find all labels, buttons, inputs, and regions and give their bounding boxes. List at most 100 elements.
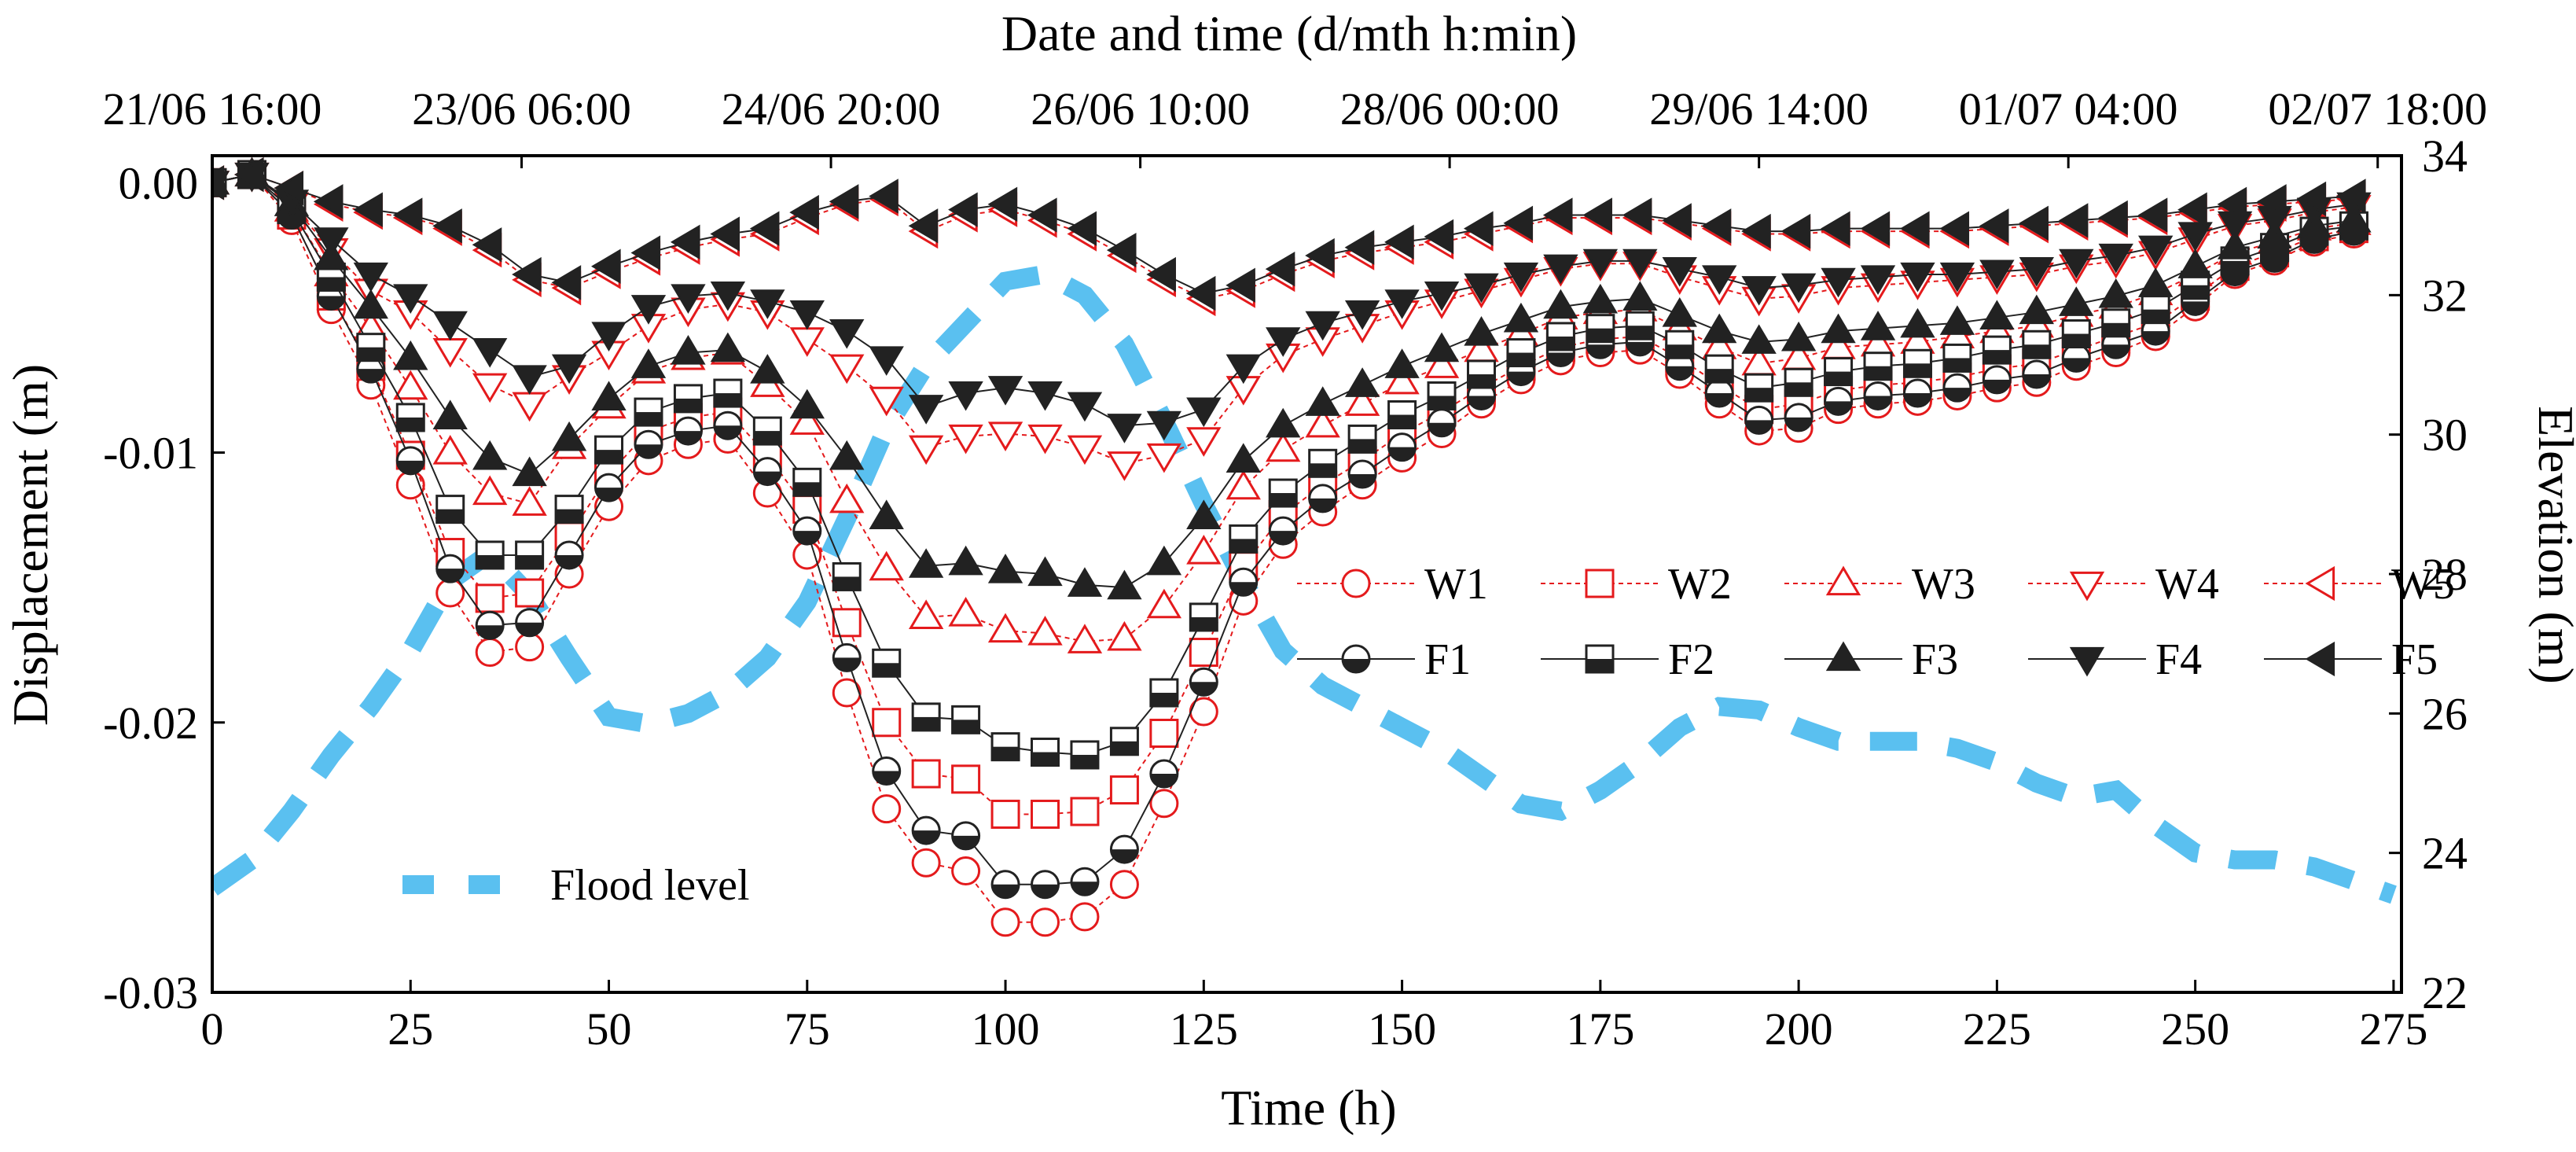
point-w3 bbox=[1424, 348, 1460, 378]
point-f1-fill bbox=[1943, 388, 1971, 402]
point-f3 bbox=[2098, 278, 2133, 308]
point-f1-fill bbox=[1111, 849, 1138, 863]
point-f2-fill bbox=[1983, 350, 2011, 364]
point-f3 bbox=[1027, 556, 1063, 587]
point-w3 bbox=[948, 596, 983, 627]
point-f2-fill bbox=[1270, 493, 1297, 507]
point-f1-fill bbox=[1983, 379, 2011, 393]
series-f5 bbox=[212, 156, 2366, 311]
point-w4 bbox=[1027, 424, 1063, 455]
point-f1-fill bbox=[1229, 582, 1257, 596]
point-w2 bbox=[911, 759, 941, 789]
point-f2-fill bbox=[476, 554, 504, 569]
point-f5 bbox=[1305, 237, 1335, 274]
y-tick-label: -0.02 bbox=[103, 697, 198, 749]
point-f4 bbox=[1107, 414, 1142, 444]
point-f4 bbox=[1582, 248, 1619, 279]
point-f3 bbox=[1305, 386, 1340, 416]
point-f1-fill bbox=[1150, 773, 1178, 787]
point-w3 bbox=[908, 599, 944, 630]
point-f5 bbox=[869, 179, 898, 214]
point-w3 bbox=[1027, 616, 1063, 646]
y-tick-label: 0.00 bbox=[119, 157, 199, 208]
point-f2-fill bbox=[318, 277, 345, 291]
point-f1-fill bbox=[714, 425, 741, 440]
point-f3 bbox=[1900, 307, 1935, 338]
legend-label-f1: F1 bbox=[1424, 635, 1471, 684]
point-f5 bbox=[512, 256, 542, 293]
point-f5 bbox=[2257, 184, 2287, 219]
point-w4 bbox=[908, 435, 944, 466]
point-f2-fill bbox=[1468, 374, 1495, 388]
point-f2-fill bbox=[754, 431, 781, 445]
point-f1-fill bbox=[1904, 393, 1931, 407]
point-f2-fill bbox=[1745, 388, 1773, 402]
point-f4 bbox=[2098, 243, 2133, 274]
point-w3 bbox=[393, 370, 428, 400]
point-f2-fill bbox=[1309, 463, 1336, 477]
x-axis-title: Time (h) bbox=[1221, 1080, 1396, 1135]
legend-label-f2: F2 bbox=[1668, 635, 1714, 684]
point-f5 bbox=[670, 224, 700, 260]
point-f4 bbox=[1702, 265, 1737, 295]
point-f1-fill bbox=[833, 657, 861, 672]
point-f2-fill bbox=[436, 509, 464, 523]
point-w3 bbox=[1067, 624, 1103, 653]
point-w1 bbox=[951, 856, 981, 886]
legend-label-w3: W3 bbox=[1912, 560, 1975, 609]
point-f1-fill bbox=[1270, 531, 1297, 545]
point-w3 bbox=[432, 435, 468, 465]
point-f5 bbox=[551, 265, 582, 300]
point-w1 bbox=[1070, 902, 1100, 932]
point-w2 bbox=[872, 708, 902, 738]
point-f2-fill bbox=[397, 417, 424, 431]
point-f3 bbox=[551, 421, 587, 451]
point-f1-fill bbox=[556, 554, 583, 569]
point-f1-fill bbox=[1031, 884, 1059, 898]
y2-tick-label: 30 bbox=[2422, 410, 2468, 461]
point-f4 bbox=[1266, 327, 1301, 357]
point-f5 bbox=[1106, 232, 1137, 268]
point-f5 bbox=[313, 184, 344, 219]
point-w3 bbox=[1186, 535, 1222, 565]
legend-label-w4: W4 bbox=[2155, 560, 2219, 609]
top-tick-label: 23/06 06:00 bbox=[412, 83, 631, 134]
point-f3 bbox=[1186, 499, 1222, 530]
point-f5 bbox=[2137, 197, 2168, 233]
x-tick-label: 25 bbox=[388, 1003, 433, 1054]
point-w3 bbox=[472, 475, 508, 506]
point-f2-fill bbox=[1031, 752, 1059, 766]
point-w1 bbox=[1031, 907, 1060, 937]
point-f3 bbox=[1503, 302, 1539, 333]
point-f5 bbox=[2177, 192, 2207, 227]
point-f5 bbox=[591, 248, 621, 284]
point-f2-fill bbox=[1904, 363, 1931, 377]
point-w3 bbox=[869, 550, 904, 581]
series-f2 bbox=[212, 160, 2368, 770]
point-f3 bbox=[948, 545, 983, 576]
point-w4 bbox=[1067, 435, 1103, 466]
point-f2-fill bbox=[1785, 382, 1813, 396]
point-f2-fill bbox=[1626, 326, 1654, 340]
point-f5 bbox=[2217, 186, 2247, 222]
point-f3 bbox=[1741, 324, 1777, 354]
point-f5 bbox=[392, 197, 423, 233]
point-w4 bbox=[472, 373, 508, 403]
point-f5 bbox=[2058, 203, 2089, 238]
point-w1 bbox=[832, 678, 862, 708]
point-f3 bbox=[630, 348, 667, 378]
point-w2 bbox=[475, 583, 505, 613]
point-f5 bbox=[1780, 213, 1811, 249]
point-f4 bbox=[789, 300, 825, 330]
point-f5 bbox=[212, 165, 225, 201]
point-f3 bbox=[1662, 297, 1697, 327]
point-f2-fill bbox=[1825, 371, 1852, 385]
point-f2-fill bbox=[595, 450, 623, 464]
point-f3 bbox=[1146, 545, 1182, 576]
y2-tick-label: 28 bbox=[2422, 549, 2468, 600]
point-f4 bbox=[432, 311, 468, 341]
point-f1-fill bbox=[1547, 352, 1575, 366]
point-f3 bbox=[1780, 321, 1817, 351]
legend-marker-w4 bbox=[2069, 571, 2105, 602]
